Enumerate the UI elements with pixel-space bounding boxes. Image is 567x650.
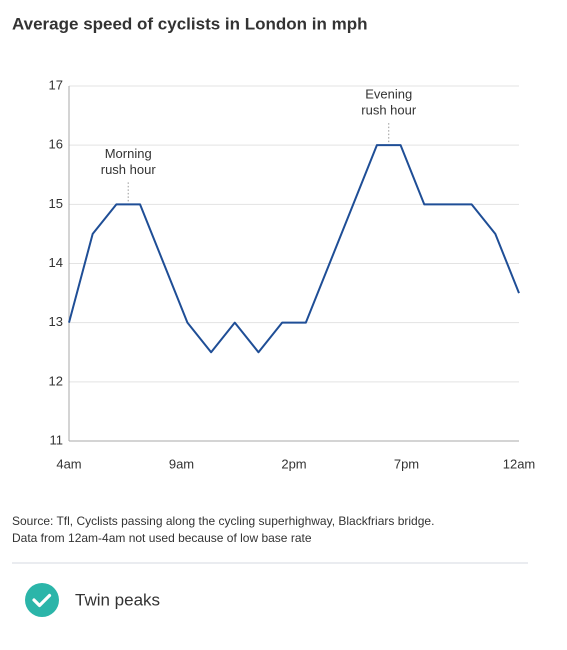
x-tick-label: 7pm <box>394 456 419 471</box>
chart-title: Average speed of cyclists in London in m… <box>12 14 368 33</box>
annotation-text: Morning <box>105 146 152 161</box>
source-text: Data from 12am-4am not used because of l… <box>12 531 312 545</box>
annotation-text: rush hour <box>101 162 157 177</box>
annotation-text: Evening <box>365 87 412 102</box>
x-tick-label: 2pm <box>281 456 306 471</box>
y-tick-label: 13 <box>49 314 63 329</box>
x-tick-label: 12am <box>503 456 536 471</box>
y-tick-label: 17 <box>49 77 63 92</box>
y-tick-label: 11 <box>50 432 64 447</box>
x-tick-label: 9am <box>169 456 194 471</box>
source-text: Source: Tfl, Cyclists passing along the … <box>12 514 434 528</box>
y-tick-label: 16 <box>49 137 63 152</box>
check-icon <box>25 583 59 617</box>
check-mark <box>32 593 52 608</box>
data-line <box>68 144 520 354</box>
y-tick-label: 15 <box>49 196 63 211</box>
x-tick-label: 4am <box>56 456 81 471</box>
y-tick-label: 12 <box>49 373 63 388</box>
answer-label: Twin peaks <box>75 590 160 609</box>
y-tick-label: 14 <box>49 255 63 270</box>
annotation-text: rush hour <box>361 103 417 118</box>
